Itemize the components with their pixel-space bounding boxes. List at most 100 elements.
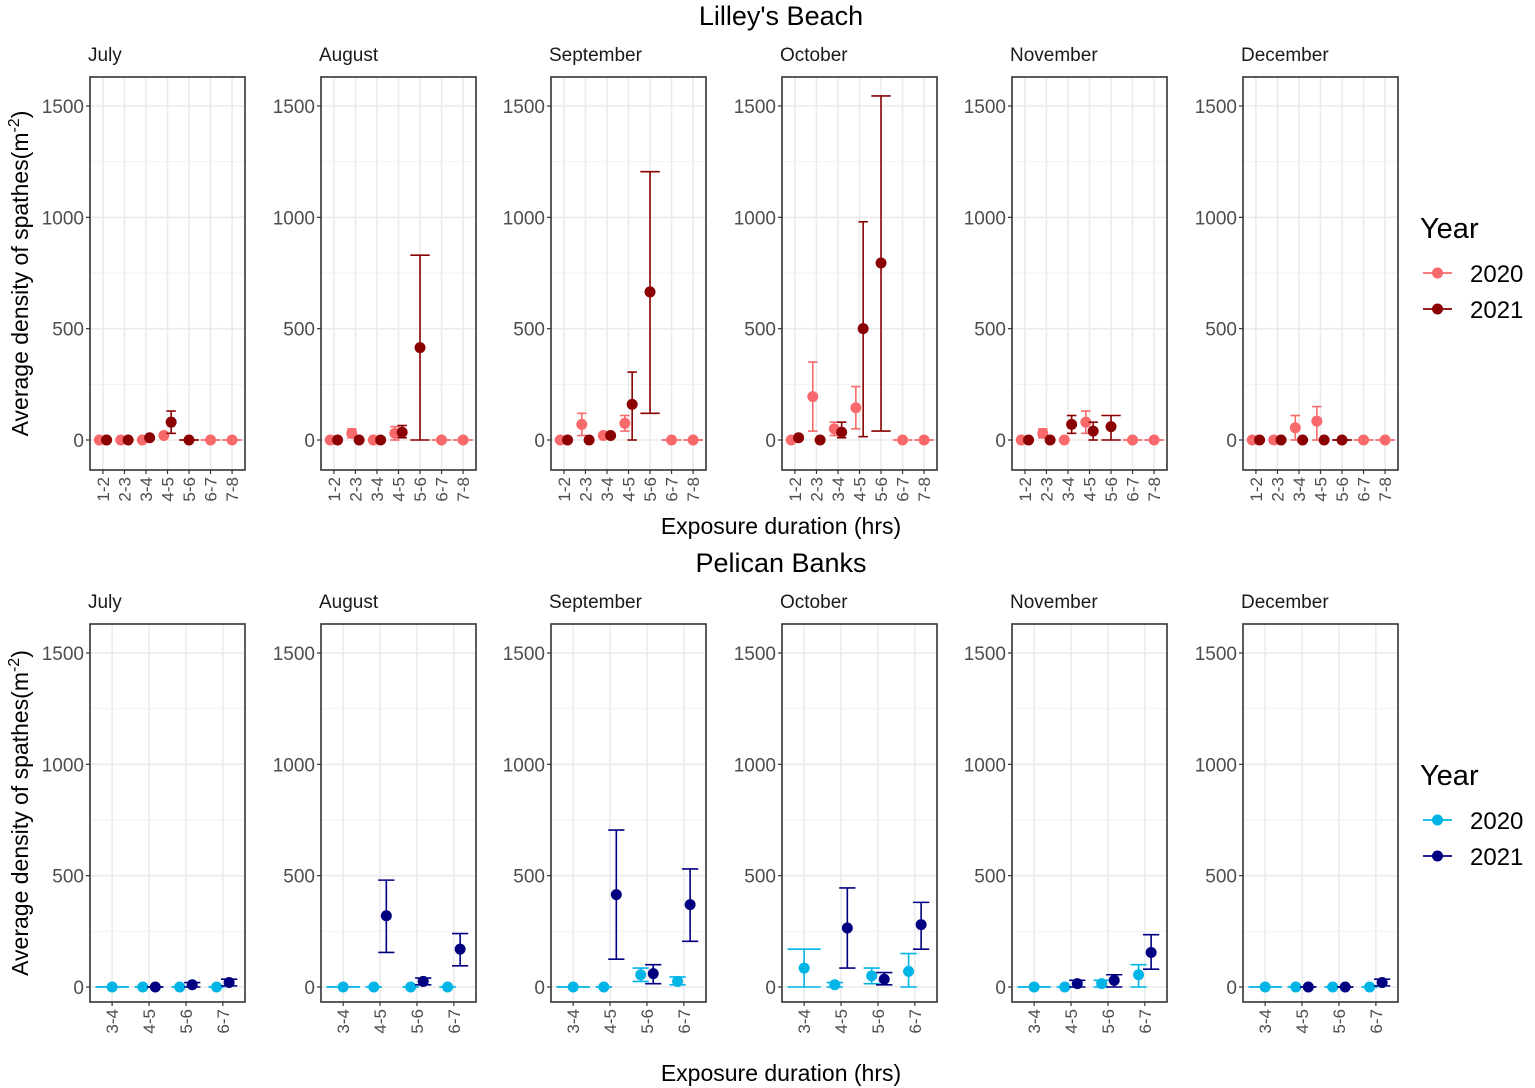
y-tick-label: 500	[52, 867, 84, 888]
legend-key-point	[1432, 267, 1443, 279]
data-point-2020	[1364, 981, 1376, 993]
data-point-2020	[903, 965, 915, 977]
data-point-2021	[684, 899, 696, 911]
x-tick-label: 3-4	[1025, 1009, 1044, 1034]
y-tick-label: 500	[1205, 320, 1237, 341]
data-point-2020	[1133, 969, 1145, 981]
data-point-2021	[583, 434, 595, 446]
data-point-2020	[1327, 981, 1339, 993]
y-tick-label: 0	[304, 431, 315, 452]
data-point-2020	[687, 434, 699, 446]
x-tick-label: 5-6	[641, 477, 660, 502]
x-tick-label: 2-3	[1037, 477, 1056, 502]
panel-background	[1243, 624, 1398, 1002]
x-tick-label: 6-7	[214, 1009, 233, 1034]
lilleys-beach-chart: Lilley's Beach Average density of spathes…	[6, 1, 1523, 539]
y-tick-label: 1000	[42, 755, 84, 776]
y-tick-label: 1500	[42, 97, 84, 118]
x-tick-label: 4-5	[832, 1009, 851, 1034]
data-point-2021	[857, 323, 869, 335]
panel-background	[321, 624, 476, 1002]
data-point-2020	[672, 975, 684, 987]
x-tick-label: 6-7	[1124, 477, 1143, 502]
y-tick-label: 1000	[503, 208, 545, 229]
y-tick-label: 1500	[503, 97, 545, 118]
data-point-2020	[205, 434, 217, 446]
data-point-2021	[915, 919, 927, 931]
data-point-2020	[1058, 434, 1070, 446]
x-tick-label: 2-3	[576, 477, 595, 502]
data-point-2021	[454, 943, 466, 955]
facet-panel-october: October 0 500 1000 1500 3-4 4-5 5-6 6-7	[734, 592, 938, 1034]
x-tick-label: 7-8	[915, 477, 934, 502]
data-point-2021	[1071, 978, 1083, 990]
data-point-2020	[1148, 434, 1160, 446]
x-tick-label: 1-2	[94, 477, 113, 502]
x-axis-title: Exposure duration (hrs)	[661, 1060, 901, 1086]
y-tick-label: 1000	[734, 755, 776, 776]
data-point-2020	[918, 434, 930, 446]
y-tick-label: 1000	[273, 755, 315, 776]
facet-panel-july: July 0 500 1000 1500 1-2 2-3 3-4 4-5 5-6 6-7 7-8	[42, 45, 246, 502]
data-point-2020	[866, 970, 878, 982]
x-tick-label: 2-3	[807, 477, 826, 502]
data-point-2021	[605, 430, 617, 442]
panel-border	[1011, 76, 1168, 471]
facet-title: October	[780, 45, 848, 66]
data-point-2020	[1080, 416, 1092, 428]
data-point-2021	[149, 981, 161, 993]
x-tick-label: 1-2	[1016, 477, 1035, 502]
y-tick-label: 0	[534, 978, 545, 999]
data-point-2020	[1028, 981, 1040, 993]
facet-panel-december: December 0 500 1000 1500 1-2 2-3 3-4 4-5 5-6 6-7 7-…	[1195, 45, 1399, 502]
y-tick-label: 1500	[273, 97, 315, 118]
panel-border	[89, 623, 246, 1003]
x-tick-label: 3-4	[1290, 477, 1309, 502]
y-tick-label: 0	[534, 431, 545, 452]
facet-title: September	[549, 592, 643, 613]
legend-label-2020: 2020	[1470, 261, 1523, 288]
panel-background	[551, 624, 706, 1002]
y-tick-label: 0	[765, 978, 776, 999]
y-tick-label: 1000	[42, 208, 84, 229]
data-point-2021	[332, 434, 344, 446]
facet-title: November	[1010, 45, 1098, 66]
panel-border	[550, 623, 707, 1003]
data-point-2021	[223, 977, 235, 989]
data-point-2020	[1358, 434, 1370, 446]
data-point-2020	[457, 434, 469, 446]
data-point-2021	[186, 979, 198, 991]
data-point-2020	[798, 962, 810, 974]
y-axis-title: Average density of spathes(m-2)	[6, 111, 33, 437]
y-tick-label: 500	[513, 320, 545, 341]
x-tick-label: 5-6	[869, 1009, 888, 1034]
data-point-2020	[137, 981, 149, 993]
y-tick-label: 1000	[1195, 208, 1237, 229]
legend-key-point	[1432, 850, 1443, 862]
facet-panel-august: August 0 500 1000 1500 1-2 2-3 3-4 4-5 5-6 6-7 7-8	[273, 45, 477, 502]
y-tick-label: 1500	[1195, 97, 1237, 118]
x-tick-label: 7-8	[223, 477, 242, 502]
x-tick-label: 6-7	[663, 477, 682, 502]
y-tick-label: 0	[765, 431, 776, 452]
legend: Year 2020 2021	[1420, 760, 1523, 871]
panel-border	[1242, 623, 1399, 1003]
x-tick-label: 6-7	[1136, 1009, 1155, 1034]
x-tick-label: 7-8	[454, 477, 473, 502]
x-tick-label: 5-6	[638, 1009, 657, 1034]
facet-title: September	[549, 45, 643, 66]
facet-panel-september: September 0 500 1000 1500 1-2 2-3 3-4 4-5 5-6 6-7 7…	[503, 45, 707, 502]
panel-border	[781, 623, 938, 1003]
data-point-2020	[1289, 422, 1301, 434]
x-tick-label: 6-7	[894, 477, 913, 502]
data-point-2021	[1302, 981, 1314, 993]
panel-background	[1012, 624, 1167, 1002]
x-tick-label: 1-2	[325, 477, 344, 502]
y-tick-label: 1500	[964, 644, 1006, 665]
x-tick-label: 3-4	[334, 1009, 353, 1034]
x-axis-title: Exposure duration (hrs)	[661, 513, 901, 539]
y-tick-label: 1500	[42, 644, 84, 665]
y-tick-label: 1500	[734, 644, 776, 665]
y-tick-label: 1000	[1195, 755, 1237, 776]
x-tick-label: 6-7	[1355, 477, 1374, 502]
